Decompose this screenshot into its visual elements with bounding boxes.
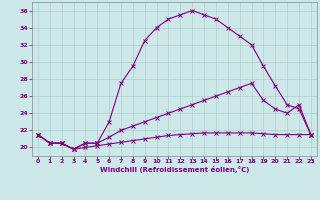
X-axis label: Windchill (Refroidissement éolien,°C): Windchill (Refroidissement éolien,°C) (100, 166, 249, 173)
